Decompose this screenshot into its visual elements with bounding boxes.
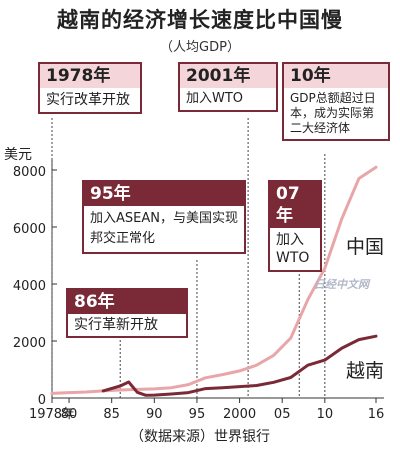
- annotation-1995: 95年 加入ASEAN，与美国实现邦交正常化: [82, 180, 246, 254]
- chart-subtitle: （人均GDP）: [160, 40, 240, 55]
- x-tick-label-3: 90: [146, 407, 163, 422]
- x-tick-label-2: 85: [103, 407, 120, 422]
- x-tick-label-1: 80: [61, 407, 78, 422]
- annotation-2007: 07年 加入WTO: [268, 180, 322, 272]
- x-tick-label-8: 16: [368, 407, 385, 422]
- annotation-2001: 2001年 加入WTO: [178, 62, 278, 112]
- x-tick-label-6: 05: [274, 407, 291, 422]
- annotation-1978-year: 1978年: [40, 64, 140, 88]
- x-tick-label-4: 95: [189, 407, 206, 422]
- x-tick-label-5: 2000: [223, 407, 256, 422]
- annotation-1995-year: 95年: [84, 182, 244, 206]
- watermark: 日经中文网: [314, 278, 369, 291]
- series-label-china: 中国: [346, 236, 385, 258]
- x-tick-label-0: 1978年: [29, 407, 75, 422]
- y-tick-label-1: 2000: [13, 336, 46, 351]
- y-axis-unit-label: 美元: [4, 147, 32, 163]
- annotation-2007-text: 加入WTO: [276, 232, 310, 266]
- source-note: （数据来源）世界银行: [130, 429, 270, 445]
- series-label-vietnam: 越南: [346, 360, 385, 382]
- y-tick-label-4: 8000: [13, 165, 46, 180]
- annotation-2001-year: 2001年: [180, 64, 276, 88]
- annotation-2010-year: 10年: [284, 64, 388, 88]
- annotation-1986-text: 实行革新开放: [74, 317, 158, 333]
- y-tick-label-2: 4000: [13, 279, 46, 294]
- chart-title: 越南的经济增长速度比中国慢: [57, 8, 343, 32]
- annotation-2010-text: GDP总额超过日本，成为实际第二大经济体: [290, 91, 376, 135]
- y-tick-label-3: 6000: [13, 222, 46, 237]
- y-tick-label-0: 0: [38, 393, 46, 408]
- annotation-2010: 10年 GDP总额超过日本，成为实际第二大经济体: [282, 62, 390, 141]
- x-tick-label-7: 10: [317, 407, 334, 422]
- annotation-1995-text: 加入ASEAN，与美国实现邦交正常化: [90, 211, 238, 246]
- annotation-1978-text: 实行改革开放: [46, 92, 130, 108]
- annotation-1986-year: 86年: [68, 290, 186, 314]
- annotation-1986: 86年 实行革新开放: [66, 288, 188, 338]
- vietnam-line: [101, 334, 378, 397]
- annotation-1978: 1978年 实行改革开放: [38, 62, 142, 114]
- annotation-2001-text: 加入WTO: [186, 91, 244, 106]
- annotation-2007-year: 07年: [270, 182, 320, 228]
